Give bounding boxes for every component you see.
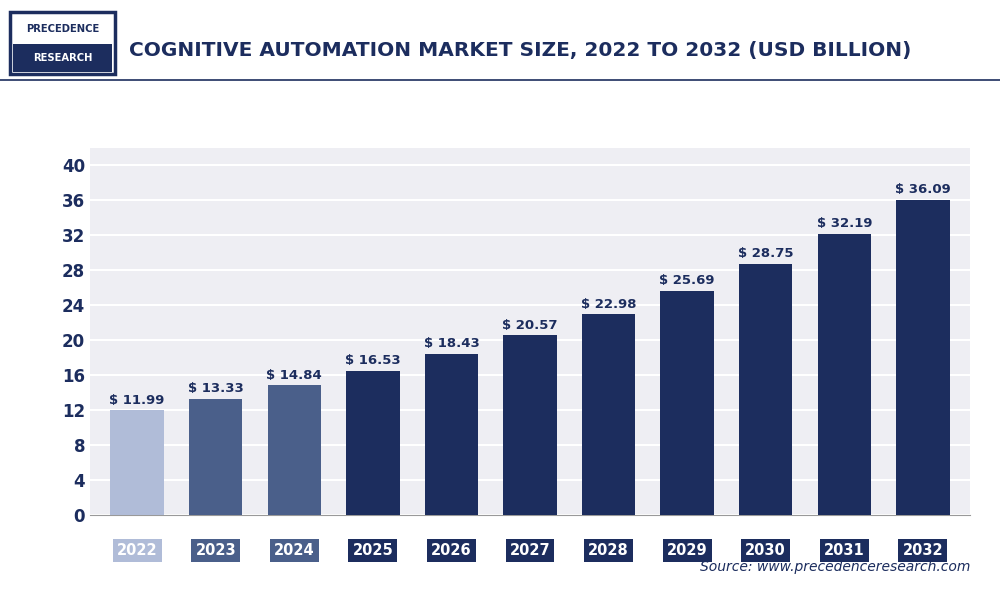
Text: $ 13.33: $ 13.33 <box>188 382 244 395</box>
Text: $ 28.75: $ 28.75 <box>738 247 793 260</box>
Text: $ 18.43: $ 18.43 <box>424 337 479 350</box>
Text: 2026: 2026 <box>431 543 472 558</box>
Bar <box>503 335 557 515</box>
Text: $ 36.09: $ 36.09 <box>895 183 951 196</box>
Text: $ 14.84: $ 14.84 <box>266 369 322 382</box>
Bar <box>818 234 871 515</box>
FancyBboxPatch shape <box>10 12 115 74</box>
Bar <box>189 398 242 515</box>
Bar <box>660 291 714 515</box>
Bar <box>110 410 164 515</box>
Text: $ 11.99: $ 11.99 <box>109 394 165 407</box>
Text: $ 20.57: $ 20.57 <box>502 318 558 332</box>
Bar <box>896 200 950 515</box>
Bar <box>582 314 635 515</box>
Text: PRECEDENCE: PRECEDENCE <box>26 24 99 34</box>
Text: $ 22.98: $ 22.98 <box>581 298 636 311</box>
Text: 2029: 2029 <box>667 543 707 558</box>
Bar <box>739 264 792 515</box>
Text: 2032: 2032 <box>903 543 943 558</box>
Text: 2030: 2030 <box>745 543 786 558</box>
Bar <box>268 385 321 515</box>
Text: Source: www.precedenceresearch.com: Source: www.precedenceresearch.com <box>700 560 970 574</box>
Text: COGNITIVE AUTOMATION MARKET SIZE, 2022 TO 2032 (USD BILLION): COGNITIVE AUTOMATION MARKET SIZE, 2022 T… <box>129 41 911 60</box>
Text: 2027: 2027 <box>510 543 550 558</box>
Text: 2031: 2031 <box>824 543 865 558</box>
Text: 2022: 2022 <box>117 543 157 558</box>
Text: $ 25.69: $ 25.69 <box>659 274 715 287</box>
Text: 2025: 2025 <box>352 543 393 558</box>
Bar <box>425 354 478 515</box>
Text: RESEARCH: RESEARCH <box>33 53 92 63</box>
Text: $ 16.53: $ 16.53 <box>345 354 401 367</box>
Text: 2023: 2023 <box>195 543 236 558</box>
Bar <box>346 371 400 515</box>
Text: $ 32.19: $ 32.19 <box>817 217 872 230</box>
FancyBboxPatch shape <box>13 44 112 72</box>
Text: 2028: 2028 <box>588 543 629 558</box>
Text: 2024: 2024 <box>274 543 315 558</box>
